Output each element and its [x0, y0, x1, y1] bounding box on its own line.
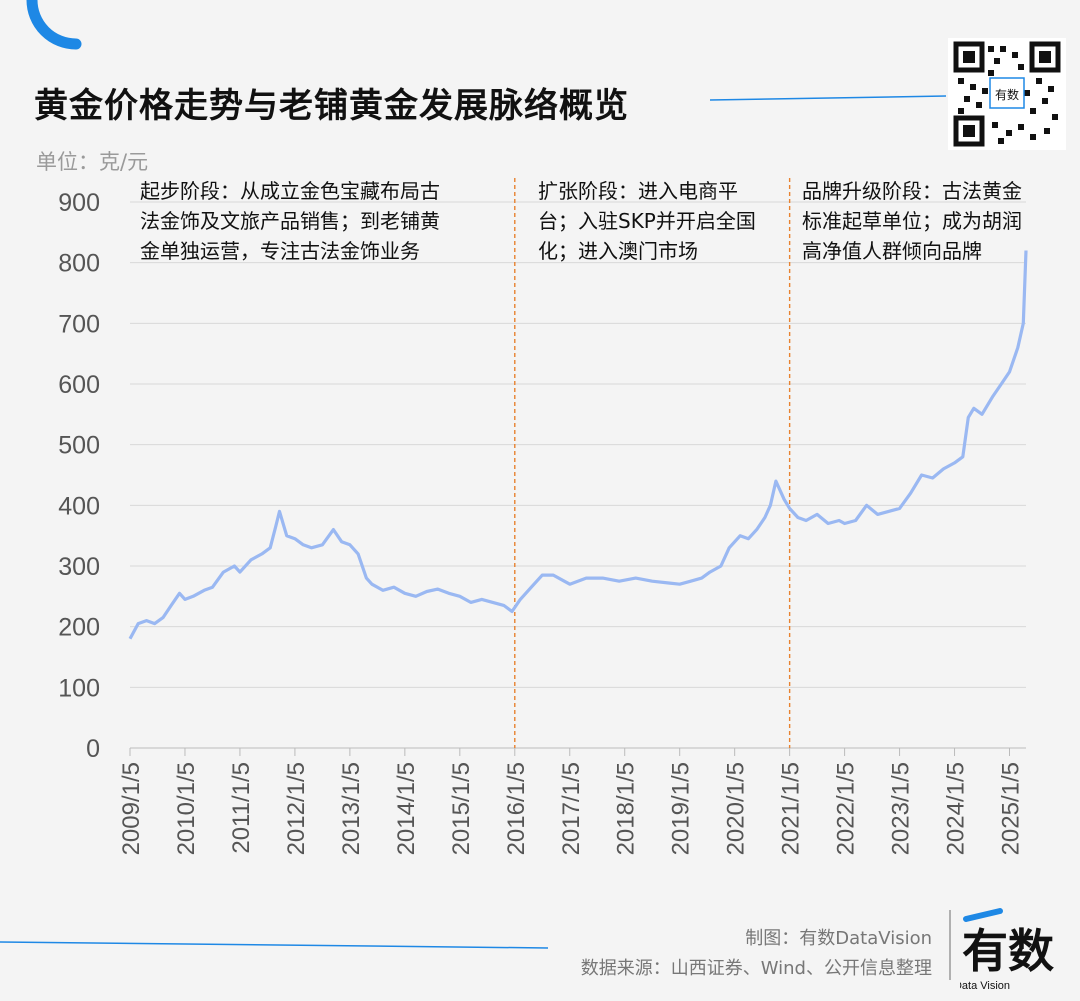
phase-3-annotation-line: 品牌升级阶段：古法黄金	[802, 179, 1022, 203]
phase-1-annotation-line: 起步阶段：从成立金色宝藏布局古	[140, 179, 440, 203]
credit-text: 制图：有数DataVision	[745, 928, 932, 949]
logo-main-text: 有数	[962, 924, 1054, 978]
x-tick-label: 2013/1/5	[338, 762, 365, 855]
x-tick-label: 2011/1/5	[228, 762, 255, 854]
phase-3-annotation-line: 高净值人群倾向品牌	[802, 239, 982, 263]
phase-1-annotation-line: 法金饰及文旅产品销售；到老铺黄	[140, 209, 440, 233]
gold-price-chart: 0 100 200 300 400 500 600 700 800 900 2009/1/5 2010…	[58, 178, 1028, 855]
phase-3-annotation-line: 标准起草单位；成为胡润	[802, 209, 1022, 233]
footer-rule	[0, 941, 549, 949]
logo-sub-text: Data Vision	[960, 980, 1010, 992]
phase-2-annotation-line: 台；入驻SKP并开启全国	[538, 209, 756, 233]
qr-code-icon: 有数	[953, 41, 1061, 147]
y-tick-label: 700	[58, 310, 100, 338]
y-tick-label: 0	[86, 735, 100, 763]
y-tick-label: 100	[58, 674, 100, 702]
page-title: 黄金价格走势与老铺黄金发展脉络概览	[34, 86, 629, 126]
x-tick-label: 2021/1/5	[778, 762, 805, 855]
unit-label: 单位：克/元	[36, 150, 149, 174]
y-tick-label: 400	[58, 492, 100, 520]
y-tick-label: 200	[58, 614, 100, 642]
title-rule	[709, 95, 947, 101]
footer-divider	[949, 910, 951, 980]
phase-2-annotation-line: 化；进入澳门市场	[538, 239, 698, 263]
y-tick-label: 900	[58, 189, 100, 217]
brand-logo: 有数 Data Vision	[954, 905, 1056, 995]
x-tick-label: 2022/1/5	[833, 762, 860, 855]
x-tick-label: 2019/1/5	[668, 762, 695, 855]
x-tick-label: 2012/1/5	[283, 762, 310, 855]
y-tick-label: 600	[58, 371, 100, 399]
x-tick-label: 2014/1/5	[393, 762, 420, 855]
x-tick-label: 2025/1/5	[998, 762, 1025, 855]
x-tick-label: 2010/1/5	[173, 762, 200, 855]
x-tick-label: 2017/1/5	[558, 762, 585, 855]
x-tick-label: 2016/1/5	[503, 762, 530, 855]
x-tick-label: 2023/1/5	[888, 762, 915, 855]
x-tick-label: 2020/1/5	[723, 762, 750, 855]
x-tick-label: 2024/1/5	[943, 762, 970, 855]
y-tick-label: 500	[58, 432, 100, 460]
qr-code: 有数	[948, 38, 1066, 150]
phase-1-annotation-line: 金单独运营，专注古法金饰业务	[140, 239, 420, 263]
gold-price-line	[128, 250, 1028, 640]
source-text: 数据来源：山西证券、Wind、公开信息整理	[580, 958, 932, 979]
qr-badge: 有数	[995, 87, 1019, 102]
x-tick-label: 2018/1/5	[613, 762, 640, 855]
x-tick-label: 2009/1/5	[118, 762, 145, 855]
corner-arc-decoration	[26, 0, 82, 50]
x-tick-label: 2015/1/5	[448, 762, 475, 855]
y-tick-label: 800	[58, 250, 100, 278]
y-tick-label: 300	[58, 553, 100, 581]
phase-2-annotation-line: 扩张阶段：进入电商平	[538, 179, 738, 203]
